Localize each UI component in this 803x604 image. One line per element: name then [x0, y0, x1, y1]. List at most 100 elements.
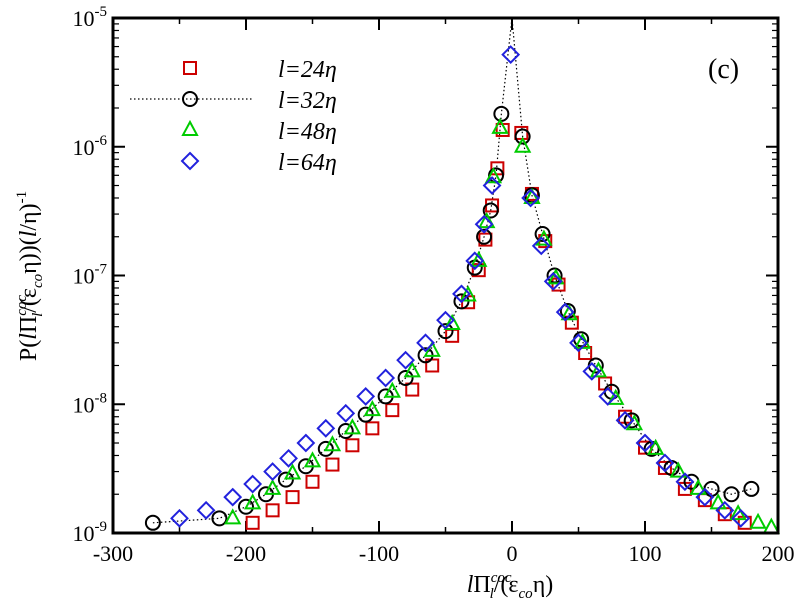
data-point-square	[305, 474, 320, 489]
data-point-diamond	[715, 500, 735, 520]
data-point-triangle	[383, 381, 401, 398]
x-tick-label: -300	[93, 541, 133, 566]
data-point-square	[325, 457, 340, 472]
data-point-circle	[144, 514, 161, 531]
data-point-circle	[437, 323, 454, 340]
data-point-diamond	[482, 176, 502, 195]
x-tick-label: 200	[762, 541, 795, 566]
legend-label: l=32η	[278, 88, 337, 114]
data-point-diamond	[675, 472, 695, 492]
y-tick-label: 10-6	[73, 133, 108, 160]
data-point-circle	[476, 228, 493, 245]
legend-marker-triangle	[181, 119, 199, 136]
data-point-diamond	[474, 214, 494, 234]
data-point-circle	[337, 422, 354, 439]
data-point-circle	[534, 226, 551, 243]
data-point-triangle	[443, 313, 461, 331]
data-point-diamond	[731, 508, 751, 528]
data-point-square	[245, 515, 260, 530]
data-point-diamond	[555, 302, 575, 322]
data-point-diamond	[501, 45, 521, 64]
plot-frame	[111, 16, 780, 535]
data-point-triangle	[646, 438, 665, 455]
data-point-diamond	[521, 188, 541, 208]
data-point-triangle	[689, 478, 707, 495]
data-point-triangle	[303, 451, 322, 468]
data-point-diamond	[655, 453, 675, 473]
data-point-diamond	[436, 310, 455, 330]
data-point-diamond	[531, 236, 551, 256]
data-point-diamond	[695, 487, 715, 507]
data-point-triangle	[729, 504, 747, 521]
data-point-triangle	[363, 400, 382, 417]
data-point-circle	[238, 498, 254, 515]
data-point-diamond	[279, 448, 298, 468]
legend-marker-circle	[182, 91, 198, 107]
data-point-circle	[723, 486, 740, 503]
data-point-circle	[514, 128, 531, 145]
data-point-triangle	[523, 187, 541, 204]
x-axis-title: lΠcoc l/(εcoη)	[467, 570, 553, 602]
x-tick-label: 0	[507, 541, 518, 566]
y-axis-title: P(lΠcocl/(εcoη))(l/η)-1	[14, 191, 46, 361]
legend-marker-diamond	[180, 151, 200, 171]
data-point-triangle	[343, 418, 362, 435]
data-point-diamond	[376, 368, 396, 388]
data-point-circle	[277, 471, 294, 488]
series-diamond	[170, 45, 751, 528]
data-point-diamond	[396, 350, 416, 370]
data-point-diamond	[543, 271, 563, 291]
data-point-diamond	[223, 487, 243, 507]
data-point-square	[345, 438, 360, 453]
data-point-diamond	[635, 433, 655, 453]
data-point-square	[657, 460, 672, 475]
data-point-triangle	[423, 340, 441, 357]
data-point-triangle	[491, 117, 509, 134]
y-tick-label: 10-8	[73, 390, 108, 417]
legend-label: l=64η	[278, 150, 337, 176]
data-point-circle	[211, 510, 228, 527]
data-point-diamond	[263, 462, 283, 481]
data-point-triangle	[459, 285, 477, 302]
data-point-diamond	[243, 474, 263, 494]
data-point-square	[265, 503, 280, 518]
data-point-circle	[397, 369, 414, 386]
data-point-circle	[743, 480, 760, 497]
legend-marker-square	[183, 61, 197, 75]
data-point-diamond	[582, 361, 602, 381]
data-point-triangle	[607, 388, 625, 405]
data-point-diamond	[598, 387, 618, 406]
x-tick-label: -200	[226, 541, 266, 566]
legend-label: l=48η	[278, 119, 337, 145]
data-point-square	[405, 382, 420, 397]
data-point-square	[385, 403, 400, 418]
data-point-triangle	[513, 136, 532, 153]
legend-label: l=24η	[278, 57, 337, 83]
data-point-triangle	[224, 508, 242, 525]
data-point-diamond	[196, 500, 216, 520]
data-point-square	[514, 125, 529, 140]
data-point-triangle	[749, 512, 767, 529]
data-point-diamond	[316, 418, 336, 438]
data-point-square	[365, 421, 380, 436]
data-point-diamond	[336, 403, 356, 423]
data-point-triangle	[669, 461, 687, 478]
data-point-diamond	[170, 508, 189, 528]
y-tick-label: 10-7	[73, 262, 108, 289]
data-point-triangle	[478, 211, 496, 229]
data-point-diamond	[465, 251, 485, 271]
x-tick-label: 100	[629, 541, 662, 566]
data-point-diamond	[569, 333, 588, 353]
data-point-triangle	[263, 478, 282, 495]
data-point-triangle	[403, 361, 421, 378]
data-point-diamond	[615, 410, 635, 430]
x-tick-label: -100	[359, 541, 399, 566]
data-point-diamond	[296, 433, 316, 453]
data-point-triangle	[547, 268, 565, 285]
series-triangle	[224, 117, 781, 534]
data-markers	[144, 45, 781, 534]
data-point-diamond	[452, 284, 471, 304]
data-point-circle	[482, 202, 499, 219]
